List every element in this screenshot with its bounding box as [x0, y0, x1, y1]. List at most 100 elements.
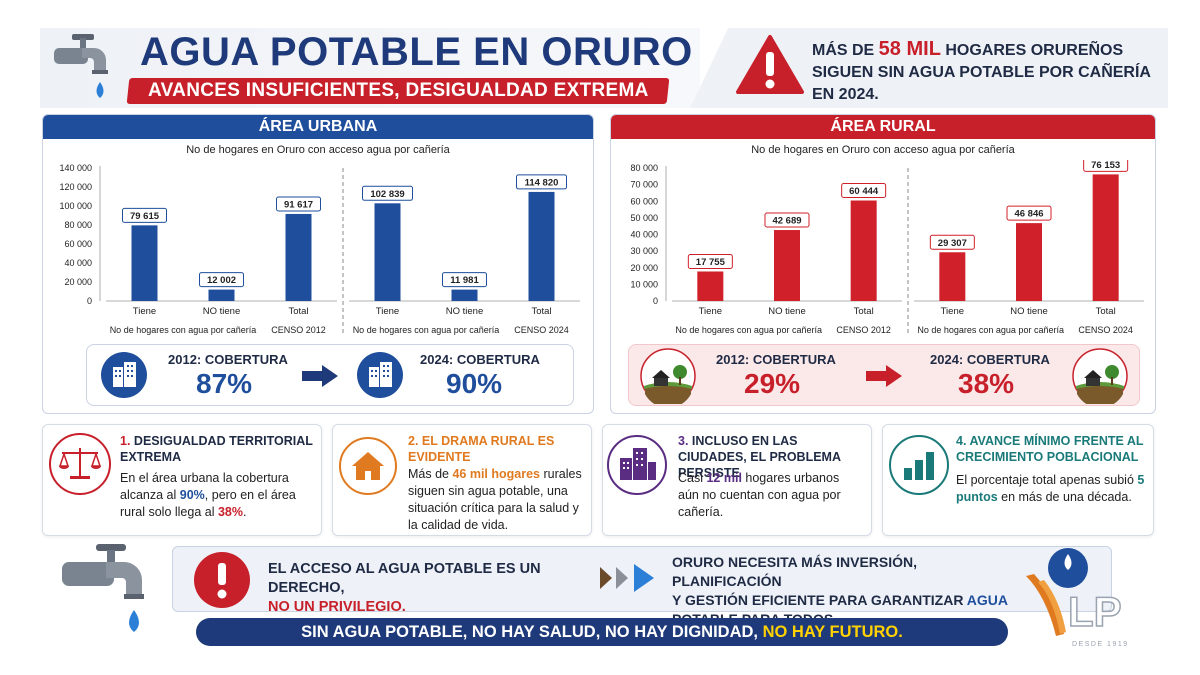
y-tick-label: 10 000 [630, 279, 658, 289]
urban-chart: 0 20 000 40 000 60 000 80 000 100 000 120 000 1… [59, 163, 580, 336]
data-label: 60 444 [849, 186, 879, 197]
exclamation-icon [194, 552, 250, 608]
card-2-body: Más de 46 mil hogares rurales siguen sin… [408, 467, 582, 532]
bar [774, 230, 800, 301]
y-tick-label: 100 000 [59, 201, 92, 211]
data-label-box [929, 234, 975, 250]
card-4-body: El porcentaje total apenas subió 5 punto… [956, 473, 1145, 504]
urban-2012-value: 87% [196, 368, 253, 399]
bar [850, 200, 877, 301]
card-3-body: Casi 12 mil hogares urbanos aún no cuent… [678, 471, 841, 519]
arrow-right-icon [866, 365, 902, 387]
data-label: 76 153 [1091, 160, 1120, 171]
urban-2012-label: 2012: COBERTURA [168, 352, 288, 367]
bar [939, 252, 966, 301]
y-tick-label: 60 000 [630, 196, 658, 206]
data-label-box [122, 207, 167, 223]
census-label: CENSO 2024 [1078, 325, 1133, 335]
y-tick-label: 50 000 [630, 213, 658, 223]
data-label-box [764, 212, 810, 228]
y-tick-label: 120 000 [59, 182, 92, 192]
data-label-box [687, 253, 733, 269]
chevrons-right-icon [600, 564, 654, 592]
urban-2024-label: 2024: COBERTURA [420, 352, 540, 367]
rural-chart: 0 10 000 20 000 30 000 40 000 50 000 60 000 70 … [630, 160, 1144, 336]
category-label: Total [854, 306, 874, 317]
bar [1016, 223, 1042, 301]
group-label: No de hogares con agua por cañería [675, 325, 822, 335]
logo-text: LP [1068, 588, 1122, 635]
y-tick-label: 0 [653, 296, 658, 306]
right-statement: EL ACCESO AL AGUA POTABLE ES UN DERECHO,… [268, 561, 541, 615]
group-label: No de hogares con agua por cañería [917, 325, 1064, 335]
urban-heading: ÁREA URBANA [43, 115, 593, 139]
bar [697, 271, 724, 301]
bar [285, 213, 312, 301]
y-tick-label: 80 000 [630, 163, 658, 173]
rural-chart-title: No de hogares en Oruro con acceso agua p… [751, 144, 1015, 156]
page-subtitle: AVANCES INSUFICIENTES, DESIGUALDAD EXTRE… [148, 80, 649, 101]
data-label: 91 617 [284, 199, 313, 210]
faucet-icon [62, 544, 144, 632]
data-label-box [276, 196, 321, 212]
card-1-body: En el área urbana la cobertura alcanza a… [120, 471, 296, 519]
data-label: 17 755 [696, 257, 726, 268]
data-label: 29 307 [938, 238, 967, 249]
rural-2024-value: 38% [958, 368, 1015, 399]
rural-2024-label: 2024: COBERTURA [930, 352, 1050, 367]
category-label: Tiene [941, 306, 964, 317]
census-label: CENSO 2024 [514, 325, 569, 335]
data-label: 12 002 [207, 275, 236, 286]
rural-heading: ÁREA RURAL [611, 115, 1155, 139]
data-label: 46 846 [1014, 209, 1043, 220]
card-3-title: 3. INCLUSO EN LAS CIUDADES, EL PROBLEMA … [678, 434, 841, 480]
urban-chart-title: No de hogares en Oruro con acceso agua p… [186, 144, 450, 156]
building-icon [101, 352, 147, 398]
house-field-icon [1072, 348, 1128, 404]
category-label: Total [531, 306, 551, 317]
category-label: Total [1096, 306, 1116, 317]
warning-icon [736, 35, 804, 94]
card-2-title: 2. EL DRAMA RURAL ES EVIDENTE [408, 434, 555, 464]
rural-2012-label: 2012: COBERTURA [716, 352, 836, 367]
building-icon [357, 352, 403, 398]
bar [451, 289, 478, 301]
page-title: AGUA POTABLE EN ORURO [140, 30, 693, 74]
closing-banner: SIN AGUA POTABLE, NO HAY SALUD, NO HAY D… [196, 618, 1008, 646]
data-label: 11 981 [450, 275, 479, 286]
scales-icon [49, 433, 111, 495]
need-statement: ORURO NECESITA MÁS INVERSIÓN, PLANIFICAC… [672, 554, 1009, 627]
bar [1092, 174, 1119, 301]
bar [374, 203, 401, 301]
y-tick-label: 70 000 [630, 180, 658, 190]
data-label-box [199, 272, 244, 288]
lp-logo: LP DESDE 1919 [1026, 548, 1129, 648]
alert-text: MÁS DE 58 MIL HOGARES ORUREÑOS SIGUEN SI… [812, 38, 1151, 103]
bar-chart-icon [889, 435, 949, 495]
category-label: NO tiene [203, 306, 241, 317]
y-tick-label: 140 000 [59, 163, 92, 173]
data-label-box [1083, 160, 1129, 172]
city-buildings-icon [607, 435, 667, 495]
data-label-box [841, 183, 887, 199]
y-tick-label: 60 000 [64, 239, 92, 249]
category-label: NO tiene [446, 306, 484, 317]
category-label: Tiene [376, 306, 399, 317]
y-tick-label: 20 000 [64, 277, 92, 287]
y-tick-label: 30 000 [630, 246, 658, 256]
faucet-icon [54, 34, 108, 98]
y-tick-label: 40 000 [64, 258, 92, 268]
bar [528, 191, 555, 301]
data-label-box [1006, 205, 1052, 221]
census-label: CENSO 2012 [271, 325, 326, 335]
bar [208, 289, 235, 301]
data-label-box [362, 185, 413, 201]
card-1-title: 1. DESIGUALDAD TERRITORIAL EXTREMA [120, 434, 313, 464]
logo-since: DESDE 1919 [1072, 641, 1129, 648]
category-label: Tiene [699, 306, 722, 317]
group-label: No de hogares con agua por cañería [353, 325, 500, 335]
data-label-box [516, 174, 567, 190]
data-label: 102 839 [370, 189, 404, 200]
category-label: NO tiene [1010, 306, 1048, 317]
data-label-box [442, 272, 487, 288]
